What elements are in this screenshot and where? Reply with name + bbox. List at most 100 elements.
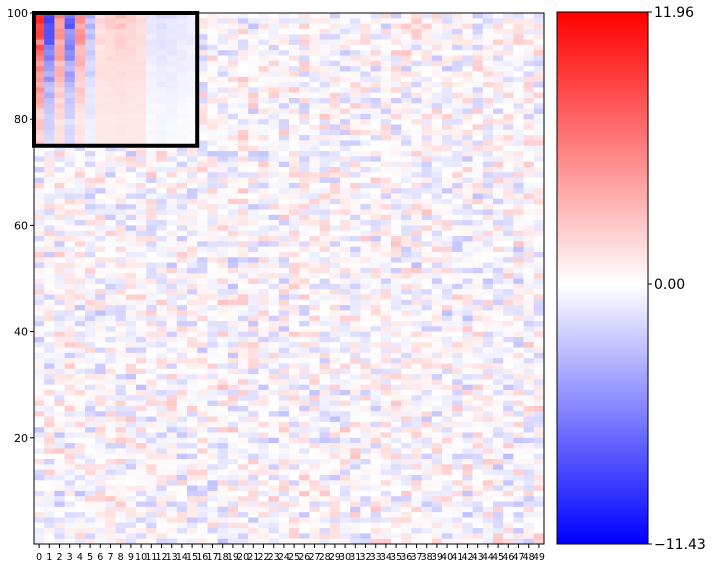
heatmap-cell (360, 517, 371, 524)
heatmap-cell (85, 528, 96, 534)
heatmap-cell (340, 294, 351, 301)
heatmap-cell (309, 87, 320, 93)
heatmap-cell (44, 156, 55, 162)
heatmap-cell (217, 177, 229, 184)
heatmap-cell (54, 326, 65, 332)
heatmap-cell (482, 151, 494, 157)
heatmap-cell (115, 241, 127, 247)
heatmap-cell (176, 331, 188, 338)
heatmap-cell (115, 214, 127, 221)
heatmap-cell (238, 97, 249, 104)
heatmap-cell (452, 34, 463, 40)
heatmap-cell (176, 437, 188, 444)
heatmap-cell (227, 501, 239, 508)
heatmap-cell (350, 246, 361, 253)
heatmap-cell (187, 395, 198, 401)
heatmap-cell (54, 405, 65, 412)
heatmap-cell (329, 230, 341, 237)
heatmap-cell (258, 262, 269, 269)
heatmap-cell (329, 113, 341, 120)
heatmap-cell (329, 28, 341, 35)
heatmap-cell (156, 400, 167, 407)
heatmap-cell (217, 405, 229, 412)
heatmap-cell (176, 384, 188, 391)
heatmap-cell (227, 87, 239, 93)
heatmap-cell (431, 528, 443, 534)
heatmap-cell (452, 405, 463, 412)
heatmap-cell (217, 267, 229, 274)
heatmap-cell (95, 145, 106, 152)
heatmap-cell (115, 246, 127, 253)
heatmap-cell (533, 294, 545, 301)
heatmap-cell (95, 448, 106, 455)
heatmap-cell (442, 533, 453, 539)
heatmap-cell (299, 538, 310, 545)
heatmap-cell (156, 395, 167, 401)
heatmap-cell (309, 55, 320, 62)
heatmap-cell (74, 538, 86, 545)
heatmap-cell (421, 464, 433, 470)
heatmap-cell (391, 230, 402, 237)
heatmap-cell (442, 352, 453, 359)
heatmap-cell (503, 453, 514, 460)
heatmap-cell (503, 267, 514, 274)
heatmap-cell (380, 289, 392, 295)
heatmap-cell (472, 474, 484, 481)
heatmap-cell (329, 448, 341, 455)
heatmap-cell (105, 220, 116, 226)
heatmap-cell (503, 97, 514, 104)
heatmap-cell (503, 214, 514, 221)
heatmap-cell (380, 453, 392, 460)
heatmap-cell (115, 76, 127, 83)
heatmap-cell (95, 188, 106, 194)
heatmap-cell (503, 60, 514, 67)
heatmap-cell (95, 421, 106, 428)
heatmap-cell (85, 310, 96, 316)
heatmap-cell (115, 469, 127, 476)
heatmap-cell (187, 145, 198, 152)
heatmap-cell (309, 166, 320, 173)
heatmap-cell (401, 66, 412, 72)
heatmap-cell (105, 437, 116, 444)
heatmap-cell (166, 230, 178, 237)
heatmap-cell (299, 204, 310, 210)
heatmap-cell (227, 533, 239, 539)
heatmap-cell (125, 129, 137, 136)
heatmap-cell (370, 166, 382, 173)
heatmap-cell (166, 347, 178, 354)
heatmap-cell (146, 44, 157, 51)
heatmap-cell (299, 193, 310, 200)
heatmap-cell (44, 71, 55, 78)
heatmap-cell (207, 437, 218, 444)
heatmap-cell (309, 251, 320, 258)
heatmap-cell (197, 289, 208, 295)
heatmap-cell (350, 437, 361, 444)
heatmap-cell (452, 390, 463, 396)
heatmap-cell (74, 55, 86, 62)
heatmap-cell (227, 220, 239, 226)
heatmap-cell (207, 294, 218, 301)
heatmap-cell (74, 97, 86, 104)
heatmap-cell (401, 459, 412, 465)
heatmap-cell (248, 453, 259, 460)
heatmap-cell (238, 533, 249, 539)
heatmap-cell (523, 193, 535, 200)
heatmap-cell (115, 145, 127, 152)
heatmap-cell (411, 204, 422, 210)
heatmap-cell (136, 501, 147, 508)
heatmap-cell (44, 283, 55, 290)
heatmap-cell (64, 177, 76, 184)
heatmap-cell (64, 538, 76, 545)
heatmap-cell (380, 66, 392, 72)
heatmap-cell (95, 469, 106, 476)
heatmap-cell (258, 119, 269, 125)
heatmap-cell (462, 225, 473, 232)
heatmap-cell (462, 182, 473, 189)
heatmap-cell (340, 246, 351, 253)
heatmap-cell (452, 97, 463, 104)
heatmap-cell (329, 336, 341, 343)
heatmap-cell (289, 411, 300, 417)
heatmap-cell (431, 236, 443, 242)
heatmap-cell (197, 97, 208, 104)
heatmap-cell (340, 204, 351, 210)
